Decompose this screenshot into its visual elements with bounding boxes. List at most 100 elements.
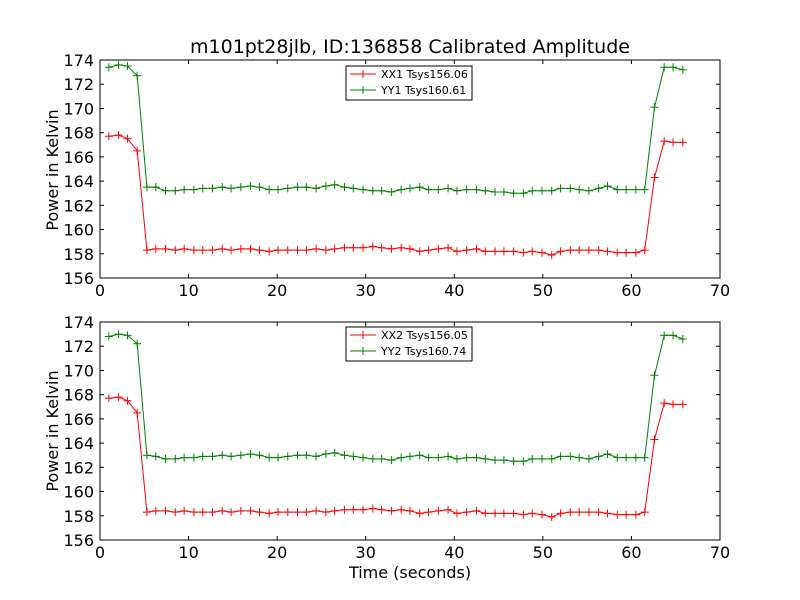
legend-label-xx2: XX2 Tsys156.05: [381, 329, 468, 342]
data-point: [575, 185, 584, 194]
bottom-axis-ticks: 0 10 20 30 40 50 60 70 156 158 160 162 164 166 168 170 1…: [63, 313, 730, 562]
data-point: [161, 454, 170, 463]
data-point: [368, 186, 377, 195]
data-point: [312, 506, 321, 515]
x-tick-label: 60: [621, 543, 641, 562]
data-point: [462, 246, 471, 255]
top-y-axis-label: Power in Kelvin: [43, 109, 62, 230]
data-point: [397, 185, 406, 194]
data-point: [415, 509, 424, 518]
data-point: [274, 185, 283, 194]
data-point: [594, 246, 603, 255]
data-point: [274, 246, 283, 255]
y-tick-label: 168: [63, 124, 94, 143]
data-point: [151, 506, 160, 515]
data-point: [566, 184, 575, 193]
data-point: [302, 246, 311, 255]
data-point: [575, 246, 584, 255]
data-point: [302, 451, 311, 460]
data-point: [330, 244, 339, 253]
data-point: [180, 244, 189, 253]
data-point: [452, 454, 461, 463]
data-point: [340, 243, 349, 252]
data-point: [499, 456, 508, 465]
data-point: [293, 451, 302, 460]
data-point: [594, 184, 603, 193]
data-point: [406, 184, 414, 193]
x-tick-label: 0: [95, 281, 105, 300]
legend-marker-yy2: [350, 347, 376, 355]
data-point: [678, 65, 687, 74]
data-point: [359, 453, 368, 462]
data-point: [171, 508, 180, 517]
data-point: [151, 452, 160, 461]
data-point: [434, 506, 443, 515]
data-point: [218, 244, 227, 253]
top-legend: XX1 Tsys156.06 YY1 Tsys160.61: [345, 65, 473, 101]
data-point: [650, 173, 659, 182]
data-point: [104, 132, 113, 141]
data-point: [547, 454, 556, 463]
data-point: [660, 399, 669, 408]
x-tick-label: 60: [621, 281, 641, 300]
data-point: [349, 452, 358, 461]
x-tick-label: 20: [267, 543, 287, 562]
data-point: [161, 506, 170, 515]
data-point: [198, 508, 207, 517]
data-point: [669, 63, 678, 72]
y-tick-label: 174: [63, 313, 94, 332]
data-point: [556, 247, 565, 256]
data-point: [613, 185, 622, 194]
data-point: [340, 451, 349, 460]
legend-label-yy1: YY1 Tsys160.61: [380, 84, 466, 97]
data-point: [594, 452, 603, 461]
data-point: [123, 62, 132, 71]
data-point: [321, 450, 330, 459]
data-point: [321, 246, 330, 255]
data-point: [462, 185, 471, 194]
data-point: [603, 450, 612, 459]
y-tick-label: 170: [63, 99, 94, 118]
x-tick-label: 10: [178, 543, 198, 562]
data-point: [104, 332, 113, 341]
data-point: [283, 246, 292, 255]
data-point: [208, 184, 217, 193]
data-point: [255, 183, 264, 192]
data-point: [640, 246, 649, 255]
data-point: [452, 186, 461, 195]
x-tick-label: 30: [356, 281, 376, 300]
data-point: [330, 448, 339, 457]
bottom-y-axis-label: Power in Kelvin: [43, 370, 62, 491]
data-point: [556, 452, 565, 461]
data-point: [622, 510, 631, 519]
data-point: [123, 134, 132, 143]
data-point: [622, 185, 631, 194]
x-tick-label: 50: [533, 543, 553, 562]
data-point: [537, 186, 546, 195]
data-point: [133, 339, 142, 348]
data-point: [424, 185, 433, 194]
data-point: [274, 508, 283, 517]
data-point: [537, 248, 546, 257]
data-point: [509, 247, 518, 256]
x-tick-label: 70: [710, 543, 730, 562]
data-point: [424, 453, 433, 462]
data-point: [387, 506, 396, 515]
data-point: [114, 393, 123, 402]
data-point: [133, 71, 142, 80]
data-point: [349, 505, 358, 514]
bottom-legend-box: [345, 326, 473, 362]
data-point: [349, 184, 358, 193]
data-point: [537, 454, 546, 463]
data-point: [631, 185, 640, 194]
data-point: [640, 453, 649, 462]
data-point: [133, 146, 142, 155]
data-point: [208, 452, 217, 461]
y-tick-label: 156: [63, 531, 94, 550]
data-point: [321, 508, 330, 517]
x-tick-label: 20: [267, 281, 287, 300]
data-point: [349, 243, 358, 252]
data-point: [246, 506, 255, 515]
data-point: [142, 451, 151, 460]
data-point: [255, 451, 264, 460]
